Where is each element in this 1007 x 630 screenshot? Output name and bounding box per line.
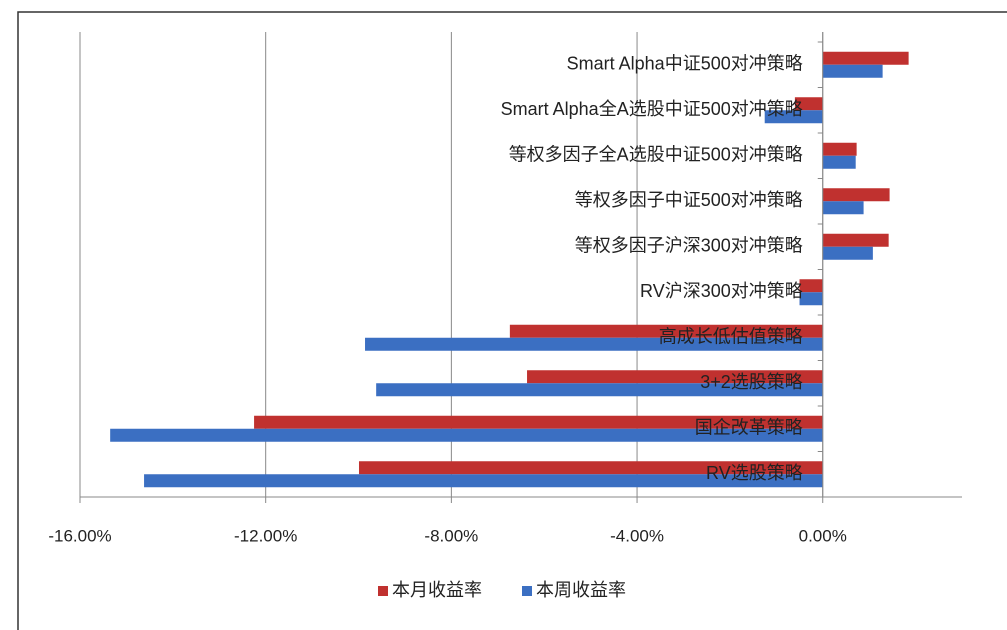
bar xyxy=(110,428,823,442)
legend-label: 本月收益率 xyxy=(392,580,482,600)
y-tick-label: Smart Alpha全A选股中证500对冲策略 xyxy=(501,99,803,119)
x-tick-label: -16.00% xyxy=(48,526,111,545)
bar xyxy=(822,142,857,156)
bar xyxy=(822,201,864,215)
y-tick-label: RV沪深300对冲策略 xyxy=(640,281,803,301)
bar xyxy=(822,155,856,169)
bar xyxy=(358,461,823,475)
bar xyxy=(376,383,823,397)
bar xyxy=(254,415,823,429)
bar xyxy=(527,370,823,384)
y-tick-label: 等权多因子全A选股中证500对冲策略 xyxy=(509,145,803,165)
legend-swatch xyxy=(378,586,388,596)
bar xyxy=(794,97,823,111)
y-tick-label: 等权多因子沪深300对冲策略 xyxy=(575,236,803,256)
legend-swatch xyxy=(522,586,532,596)
bar xyxy=(822,64,883,78)
bar xyxy=(822,233,889,247)
bar xyxy=(365,337,823,351)
y-tick-label: 3+2选股策略 xyxy=(700,372,803,392)
y-tick-label: Smart Alpha中证500对冲策略 xyxy=(567,54,803,74)
y-tick-label: 等权多因子中证500对冲策略 xyxy=(575,190,803,210)
y-tick-label: 高成长低估值策略 xyxy=(659,327,803,347)
y-tick-label: 国企改革策略 xyxy=(695,418,803,438)
bar xyxy=(822,246,873,260)
bar xyxy=(799,292,823,306)
bar xyxy=(764,110,823,124)
bar xyxy=(822,188,890,202)
legend-label: 本周收益率 xyxy=(536,580,626,600)
bar xyxy=(509,324,823,338)
bar xyxy=(144,474,823,488)
x-tick-label: -4.00% xyxy=(610,526,664,545)
x-tick-label: 0.00% xyxy=(799,526,847,545)
bar xyxy=(822,51,909,65)
y-tick-label: RV选股策略 xyxy=(706,463,803,483)
x-tick-label: -12.00% xyxy=(234,526,297,545)
bar xyxy=(799,279,823,293)
x-tick-label: -8.00% xyxy=(424,526,478,545)
frame xyxy=(17,11,1007,630)
